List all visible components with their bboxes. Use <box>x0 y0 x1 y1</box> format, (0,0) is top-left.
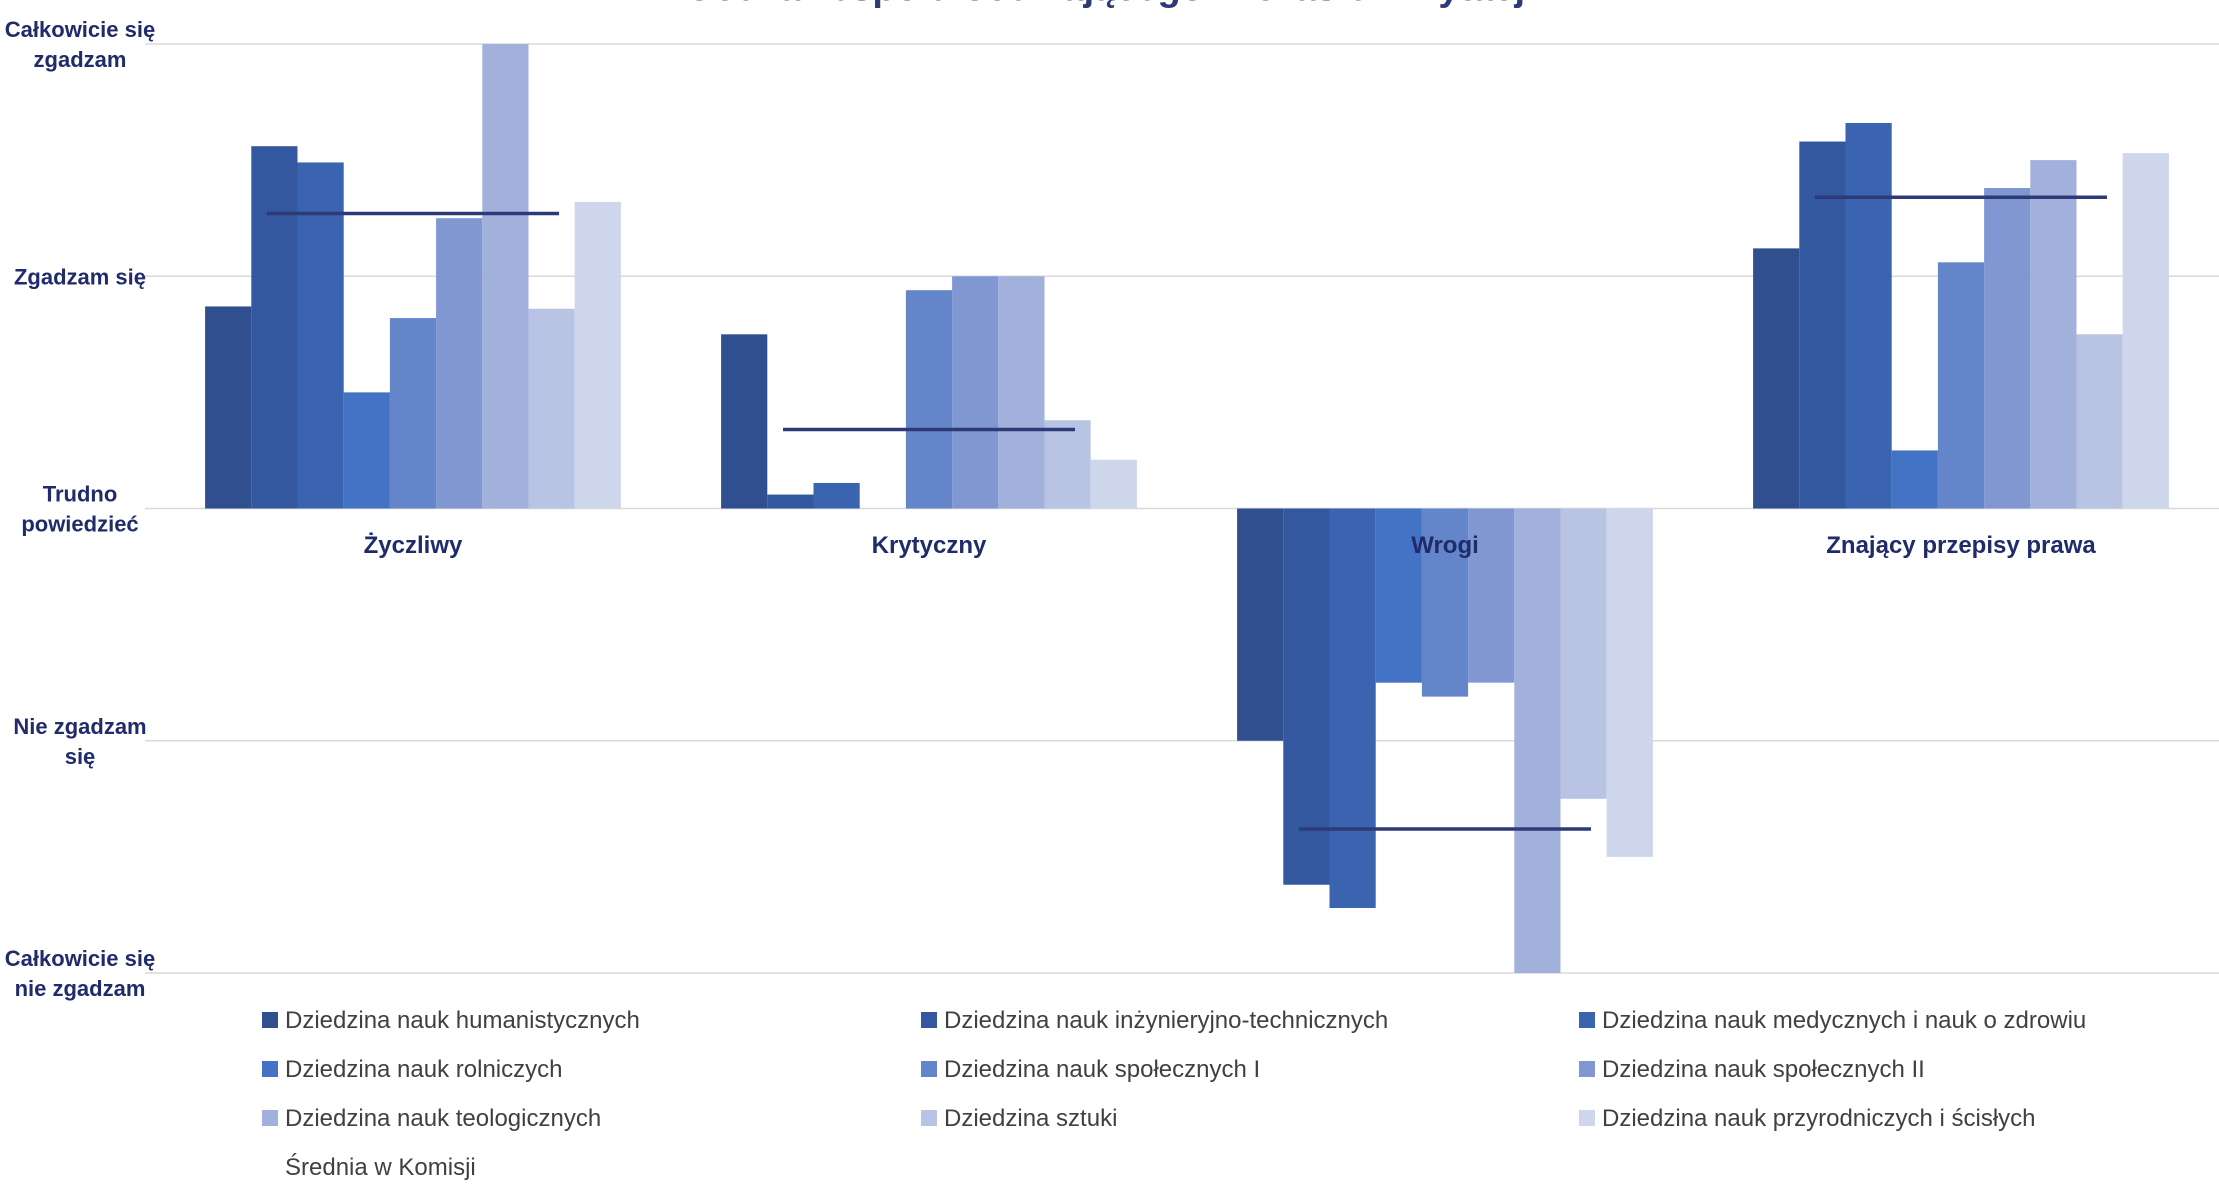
legend-label: Dziedzina sztuki <box>944 1105 1117 1132</box>
bar <box>1937 262 1985 509</box>
legend-label: Dziedzina nauk przyrodniczych i ścisłych <box>1602 1105 2036 1132</box>
legend-swatch <box>921 1012 937 1028</box>
bars <box>205 44 2169 973</box>
legend-swatch <box>1579 1110 1595 1126</box>
legend-swatch <box>262 1012 278 1028</box>
legend-swatch <box>262 1110 278 1126</box>
bar <box>343 392 390 509</box>
bar <box>1560 508 1607 799</box>
chart-title: Ocena zespołu oceniającego w czasie wizy… <box>684 0 1535 9</box>
bar <box>2076 334 2123 509</box>
legend-label: Dziedzina nauk medycznych i nauk o zdrow… <box>1602 1007 2086 1034</box>
legend-swatch <box>1579 1061 1595 1077</box>
legend-swatch <box>262 1061 278 1077</box>
bar <box>2122 153 2169 509</box>
bar <box>1514 508 1561 973</box>
bar <box>1845 122 1892 509</box>
legend-swatch <box>1579 1012 1595 1028</box>
bar <box>1606 508 1653 857</box>
bar <box>1799 141 1846 509</box>
legend: Dziedzina nauk humanistycznych Dziedzina … <box>262 1007 2086 1181</box>
legend-swatch <box>921 1061 937 1077</box>
x-tick-label: Wrogi <box>1411 532 1479 559</box>
legend-label: Dziedzina nauk teologicznych <box>285 1105 601 1132</box>
bar <box>721 334 768 509</box>
bar <box>2030 160 2077 509</box>
x-tick-label: Krytyczny <box>872 532 987 559</box>
bar <box>297 162 344 509</box>
bar <box>1468 508 1515 683</box>
y-tick-label: Całkowicie się zgadzam <box>5 17 155 72</box>
y-tick-label: Nie zgadzam się <box>13 714 146 769</box>
bar <box>205 306 252 509</box>
bar <box>952 276 999 509</box>
bar <box>482 44 529 509</box>
bar <box>251 146 298 509</box>
legend-swatch <box>921 1110 937 1126</box>
legend-label: Dziedzina nauk humanistycznych <box>285 1007 640 1034</box>
bar <box>1375 508 1422 683</box>
bar <box>1891 450 1938 509</box>
bar <box>1753 248 1800 509</box>
y-tick-label: Całkowicie się nie zgadzam <box>5 946 155 1001</box>
legend-label: Dziedzina nauk społecznych I <box>944 1056 1260 1083</box>
y-tick-labels: Całkowicie się zgadzam Zgadzam się Trudno po… <box>5 17 155 1001</box>
bar <box>1329 508 1376 908</box>
bar <box>998 276 1045 509</box>
x-tick-label: Znający przepisy prawa <box>1826 532 2096 559</box>
bar <box>1984 187 2031 509</box>
bar <box>767 494 814 509</box>
x-tick-label: Życzliwy <box>364 532 463 559</box>
y-tick-label: Zgadzam się <box>14 264 146 289</box>
bar <box>528 308 575 509</box>
legend-label: Dziedzina nauk inżynieryjno-technicznych <box>944 1007 1388 1034</box>
x-tick-labels: Życzliwy Krytyczny Wrogi Znający przepisy p… <box>364 532 2097 559</box>
bar <box>813 482 860 509</box>
legend-label: Dziedzina nauk społecznych II <box>1602 1056 1925 1083</box>
legend-label: Średnia w Komisji <box>285 1153 476 1181</box>
bar <box>1421 508 1469 697</box>
average-lines <box>267 195 2107 831</box>
bar <box>1237 508 1284 741</box>
legend-label: Dziedzina nauk rolniczych <box>285 1056 562 1083</box>
bar <box>1283 508 1330 885</box>
bar <box>436 218 483 509</box>
bar <box>574 201 621 509</box>
bar <box>1044 420 1091 509</box>
bar <box>389 318 437 509</box>
bar <box>1090 459 1137 509</box>
bar <box>905 290 953 509</box>
y-tick-label: Trudno powiedzieć <box>21 482 138 537</box>
